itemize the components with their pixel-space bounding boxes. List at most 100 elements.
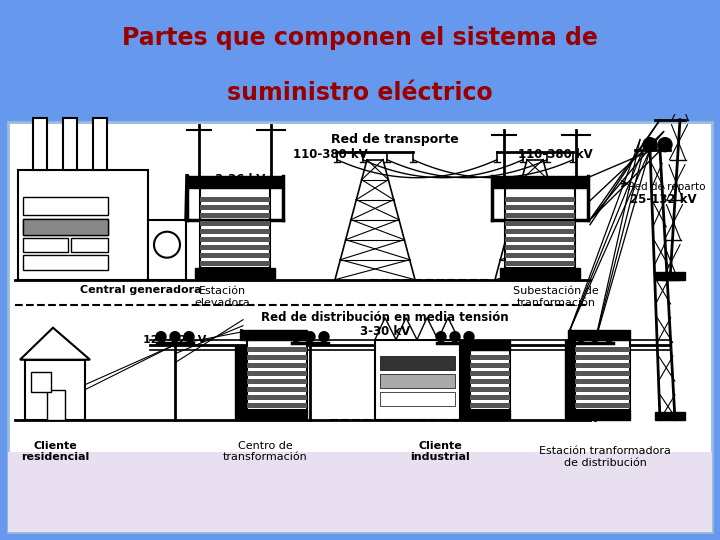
Circle shape [319, 332, 329, 342]
Text: 3-36 kV: 3-36 kV [215, 173, 265, 186]
Bar [200, 205, 270, 210]
Bar [470, 370, 510, 376]
Bar [8, 451, 712, 532]
Circle shape [464, 332, 474, 342]
Bar [247, 340, 307, 410]
Polygon shape [20, 328, 90, 360]
Bar [470, 403, 510, 408]
Circle shape [450, 332, 460, 342]
Bar [470, 410, 510, 420]
Bar [380, 392, 455, 406]
Bar [187, 176, 283, 188]
Bar [23, 219, 108, 235]
Bar [505, 221, 575, 226]
Bar [247, 355, 307, 360]
Circle shape [643, 138, 657, 152]
Bar [200, 237, 270, 242]
Bar [565, 340, 575, 420]
Bar [575, 340, 630, 410]
Bar [505, 261, 575, 266]
Bar [575, 370, 630, 376]
Circle shape [184, 332, 194, 342]
Bar [200, 213, 270, 218]
Bar [575, 410, 630, 420]
Bar [505, 197, 575, 202]
Circle shape [576, 332, 586, 342]
Bar [93, 118, 107, 170]
Bar [195, 268, 275, 280]
Bar [200, 245, 270, 249]
Bar [470, 363, 510, 368]
Bar [463, 340, 510, 350]
Bar [470, 379, 510, 384]
Bar [505, 213, 575, 218]
Bar [23, 219, 108, 235]
Bar [505, 229, 575, 234]
Bar [575, 379, 630, 384]
Bar [505, 188, 575, 268]
Bar [247, 363, 307, 368]
Text: suministro eléctrico: suministro eléctrico [227, 80, 493, 105]
Bar [247, 387, 307, 392]
Bar [492, 176, 588, 188]
Bar [18, 170, 148, 280]
Circle shape [291, 332, 301, 342]
Polygon shape [375, 318, 396, 340]
Circle shape [156, 332, 166, 342]
Circle shape [305, 332, 315, 342]
Text: 125-220 V: 125-220 V [143, 335, 207, 345]
Text: Red de distribución en media tensión: Red de distribución en media tensión [261, 311, 509, 324]
Text: Cliente
residencial: Cliente residencial [21, 441, 89, 462]
Circle shape [154, 232, 180, 258]
Bar [63, 118, 77, 170]
Bar [247, 379, 307, 384]
Bar [575, 403, 630, 408]
Bar [33, 118, 47, 170]
Bar [470, 387, 510, 392]
Bar [31, 372, 51, 392]
Bar [247, 395, 307, 400]
Text: 110-380 kV: 110-380 kV [292, 148, 367, 161]
Bar [148, 220, 186, 280]
Text: Subestación de
tranformación: Subestación de tranformación [513, 286, 599, 307]
Text: Estación
elevadora: Estación elevadora [194, 286, 250, 307]
Bar [375, 340, 460, 420]
Bar [235, 345, 247, 420]
Bar [505, 245, 575, 249]
Circle shape [436, 332, 446, 342]
Bar [240, 330, 307, 340]
Circle shape [658, 138, 672, 152]
Bar [200, 197, 270, 202]
Bar [380, 374, 455, 388]
Text: Central generadora: Central generadora [80, 285, 202, 295]
Bar [23, 255, 108, 269]
Bar [655, 272, 685, 280]
Text: 25-132 kV: 25-132 kV [630, 193, 697, 206]
Bar [200, 253, 270, 258]
Bar [655, 411, 685, 420]
Text: 110-380 kV: 110-380 kV [518, 148, 593, 161]
Bar [247, 370, 307, 376]
Bar [575, 387, 630, 392]
Polygon shape [438, 318, 459, 340]
Text: Partes que componen el sistema de: Partes que componen el sistema de [122, 26, 598, 50]
Bar [470, 355, 510, 360]
Bar [200, 229, 270, 234]
Text: Red de reparto: Red de reparto [628, 181, 706, 192]
Polygon shape [417, 318, 438, 340]
Bar [505, 205, 575, 210]
Polygon shape [396, 318, 417, 340]
Text: Cliente
industrial: Cliente industrial [410, 441, 470, 462]
Bar [200, 221, 270, 226]
Bar [380, 356, 455, 370]
Bar [460, 340, 470, 420]
Bar [200, 188, 270, 268]
Bar [575, 395, 630, 400]
Bar [71, 238, 108, 252]
Bar [568, 330, 630, 340]
Bar [23, 197, 108, 215]
Text: Centro de
transformación: Centro de transformación [222, 441, 307, 462]
Bar [470, 350, 510, 410]
Bar [23, 238, 68, 252]
Bar [575, 363, 630, 368]
